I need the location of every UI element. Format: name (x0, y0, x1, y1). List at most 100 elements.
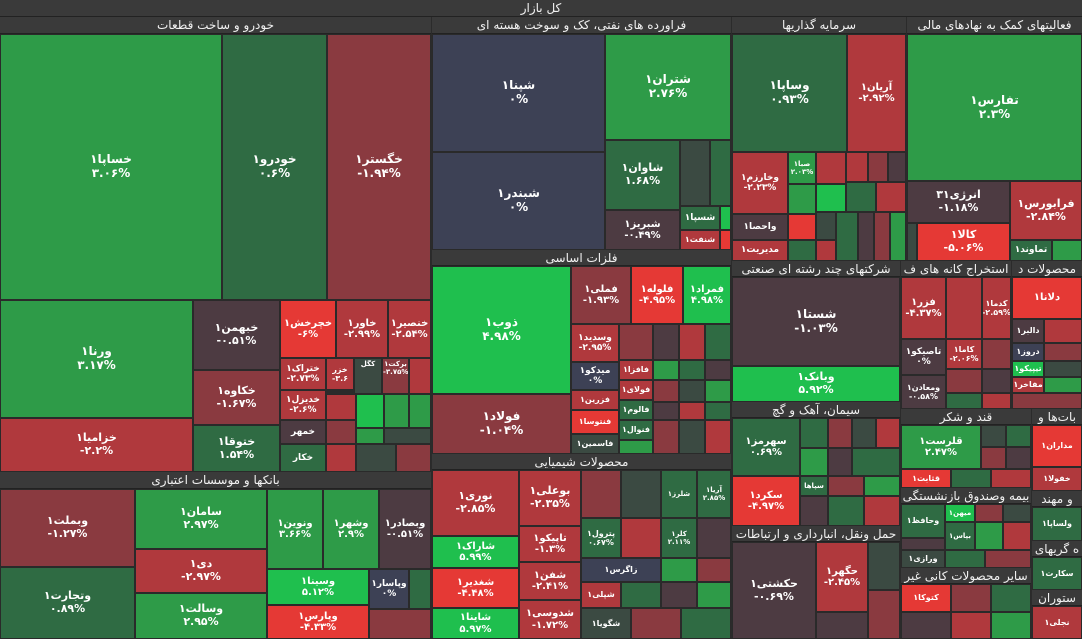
tile-tapico[interactable]: تاپیکو۱ -۱.۳% (519, 526, 581, 562)
tile-khcharkh[interactable]: خچرخش۱ -۶% (280, 300, 336, 358)
market-tile[interactable] (816, 240, 836, 261)
tile-zagros[interactable]: زاگرس۱ (581, 558, 661, 582)
tile-sheguya[interactable]: شگویا۱ (581, 608, 631, 639)
sector-header-pharm[interactable]: ه گریهای (1032, 541, 1082, 557)
tile-shegadir[interactable]: شغدیر۱ -۴.۴۸% (432, 568, 519, 608)
market-tile[interactable] (697, 582, 731, 608)
tile-darooz[interactable]: تیپیکو۱ (1012, 361, 1044, 377)
tile-shebandar[interactable]: شبندر۱ ۰% (432, 152, 605, 250)
market-tile[interactable] (876, 182, 906, 212)
tile-arian[interactable]: آریان۱ -۲.۹۲% (847, 34, 906, 152)
market-tile[interactable] (661, 558, 697, 582)
tile-vbank[interactable]: وبانک۱ ۵.۹۲% (732, 366, 900, 402)
market-tile[interactable] (951, 469, 991, 488)
market-tile[interactable] (945, 550, 985, 568)
root-title[interactable]: کل بازار (0, 0, 1082, 17)
tile-dey[interactable]: دی۱ -۲.۹۷% (135, 549, 267, 593)
tile-vsina[interactable]: وسینا۱ ۵.۱۲% (267, 569, 369, 605)
market-tile[interactable] (816, 212, 836, 240)
sector-header-oil[interactable]: فراورده های نفتی، کک و سوخت هسته ای (432, 17, 731, 34)
market-tile[interactable] (1044, 319, 1082, 343)
tile-folay[interactable]: فولای۱ (619, 380, 653, 400)
market-tile[interactable] (828, 448, 852, 476)
market-tile[interactable] (384, 394, 409, 428)
market-tile[interactable] (982, 393, 1011, 409)
tile-fzarin[interactable]: فزرین۱ (571, 390, 619, 410)
market-tile[interactable] (1006, 447, 1031, 469)
market-tile[interactable] (619, 324, 653, 360)
tile-shenaft[interactable]: شنفت۱ (680, 230, 720, 250)
tile-vsalat[interactable]: وسالت۱ ۲.۹۵% (135, 593, 267, 639)
tile-fzar[interactable]: فزر۱ -۴.۳۷% (901, 277, 946, 339)
sector-header-engn[interactable]: و مهند (1032, 491, 1082, 507)
market-tile[interactable] (1006, 425, 1031, 447)
market-tile[interactable] (788, 240, 816, 261)
market-tile[interactable] (852, 448, 900, 476)
market-tile[interactable] (888, 152, 906, 182)
sector-header-cars2[interactable]: ستوران (1032, 590, 1082, 606)
tile-kala2[interactable]: کلر۱ ۲.۱۱% (661, 518, 697, 558)
market-tile[interactable] (816, 612, 868, 639)
market-tile[interactable] (946, 393, 982, 409)
tile-tapiko[interactable]: تاصیکو۱ ۰% (901, 339, 946, 375)
market-tile[interactable] (846, 152, 868, 182)
market-tile[interactable] (901, 612, 951, 639)
market-tile[interactable] (396, 444, 431, 472)
market-tile[interactable] (679, 420, 705, 454)
sector-header-auto[interactable]: خودرو و ساخت قطعات (0, 17, 431, 34)
market-tile[interactable] (951, 612, 991, 639)
tile-noori[interactable]: نوری۱ -۲.۸۵% (432, 470, 519, 536)
tile-vsapa[interactable]: وساپا۱ ۰.۹۳% (732, 34, 847, 152)
market-tile[interactable] (1012, 393, 1082, 409)
market-tile[interactable] (679, 402, 705, 420)
tile-falvam[interactable]: فالوم۱ (619, 400, 653, 420)
tile-sekord[interactable]: سکرد۱ -۴.۹۷% (732, 476, 800, 526)
tile-sheplay[interactable]: شپلی۱ (581, 582, 621, 608)
tile-khsapa[interactable]: خساپا۱ ۳.۰۶% (0, 34, 222, 300)
sector-header-transport[interactable]: حمل ونقل، انبارداری و ارتباطات (732, 526, 900, 542)
market-tile[interactable]: برکت۱ -۳.۷۵% (382, 358, 409, 394)
market-tile[interactable] (356, 428, 384, 444)
market-tile[interactable] (326, 420, 356, 444)
tile-vlsapa[interactable]: سکارت۱ (1032, 557, 1082, 590)
market-tile[interactable] (679, 360, 705, 380)
market-tile[interactable] (1052, 240, 1082, 261)
tile-khetrak[interactable]: ختراک۱ -۲.۷۳% (280, 358, 326, 390)
sector-header-util[interactable]: بات‌ها و (1032, 409, 1082, 425)
tile-hjaghar[interactable]: حگهر۱ -۲.۴۵% (816, 542, 868, 612)
market-tile[interactable] (991, 469, 1031, 488)
tile-tipiko[interactable]: مفاخر۱ (1012, 377, 1044, 393)
tile-shetran[interactable]: شتران۱ ۲.۷۶% (605, 34, 731, 140)
tile-hkashti[interactable]: حکشتی۱ -۰.۶۹% (732, 542, 816, 639)
market-tile[interactable] (1003, 522, 1031, 550)
tile-kedma[interactable]: کدما۱ -۲.۵۹% (982, 277, 1011, 339)
market-tile[interactable] (868, 542, 900, 590)
tile-ghathabet[interactable]: قثابت۱ (901, 469, 951, 488)
market-tile[interactable] (619, 440, 653, 454)
tile-khzar[interactable]: خزر -۳.۶ (326, 358, 354, 390)
market-tile[interactable] (705, 324, 731, 360)
market-tile[interactable] (901, 538, 945, 550)
sector-header-sugar[interactable]: قند و شکر (901, 409, 1031, 425)
tile-khodro[interactable]: خودرو۱ ۰.۶% (222, 34, 327, 300)
market-tile[interactable] (788, 184, 816, 214)
tile-faspmin[interactable]: فاسمین۱ (571, 434, 619, 454)
market-tile[interactable] (409, 569, 431, 609)
sector-header-ins[interactable]: بیمه وصندوق بازنشستگی (901, 488, 1031, 504)
market-tile[interactable] (705, 380, 731, 402)
tile-khzamia[interactable]: خزامیا۱ -۲.۲% (0, 418, 193, 472)
market-tile[interactable] (788, 214, 816, 240)
market-tile[interactable] (828, 476, 864, 496)
tile-dalana[interactable]: دالبر۱ (1012, 319, 1044, 343)
market-tile[interactable] (697, 558, 731, 582)
market-tile[interactable] (985, 550, 1031, 568)
market-tile[interactable] (710, 140, 731, 206)
tile-vnovin[interactable]: ونوین۱ ۳.۶۶% (267, 489, 323, 569)
tile-zob[interactable]: ذوب۱ ۴.۹۸% (432, 266, 571, 394)
sector-header-invest[interactable]: سرمایه گذاریها (732, 17, 906, 34)
tile-shark[interactable]: شاراک۱ ۵.۹۹% (432, 536, 519, 568)
market-tile[interactable] (697, 518, 731, 558)
tile-kama[interactable]: کاما۱ -۲.۰۶% (946, 339, 982, 369)
tile-meydako[interactable]: میدکو۱ ۰% (571, 362, 619, 390)
tile-vpars[interactable]: وپارس۱ -۴.۳۳% (267, 605, 369, 639)
